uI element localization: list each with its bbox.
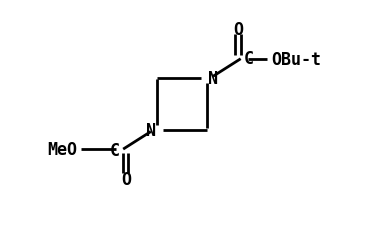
Text: N: N — [208, 70, 218, 88]
Text: MeO: MeO — [48, 140, 78, 158]
Text: O: O — [121, 170, 131, 188]
Text: C: C — [110, 141, 120, 159]
Text: N: N — [146, 121, 156, 139]
Text: OBu-t: OBu-t — [271, 50, 321, 68]
Text: O: O — [233, 21, 243, 39]
Text: C: C — [244, 50, 254, 68]
